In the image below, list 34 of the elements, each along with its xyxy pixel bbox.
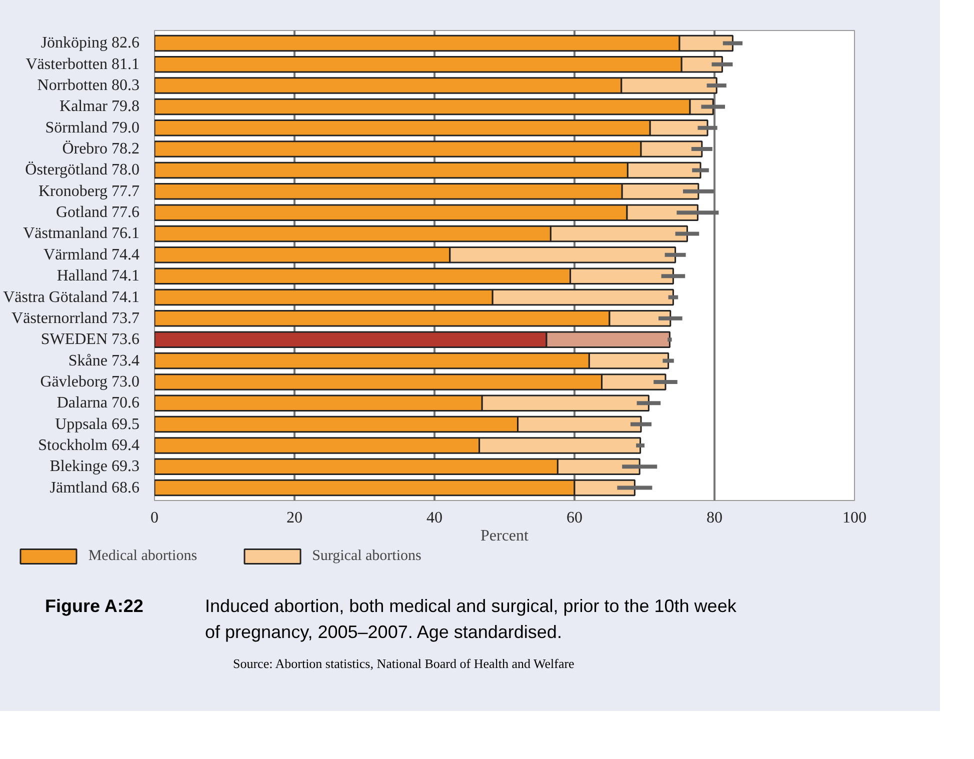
legend-label: Medical abortions <box>88 548 198 564</box>
category-label: Västmanland 76.1 <box>23 225 140 242</box>
x-tick-label: 20 <box>286 510 302 526</box>
text: Induced abortion, both medical and surgical, prior to the 10th week of pregnancy, 2005–2007. Age standardised. <box>205 595 738 644</box>
category-label: SWEDEN 73.6 <box>40 331 140 348</box>
category-label: Västernorrland 73.7 <box>12 310 140 327</box>
x-tick-label: 40 <box>426 510 442 526</box>
category-label: Gotland 77.6 <box>56 204 140 222</box>
x-tick-label: 100 <box>842 510 866 526</box>
category-label: Uppsala 69.5 <box>55 416 140 433</box>
category-label: Västerbotten 81.1 <box>26 56 140 73</box>
category-label: Kronoberg 77.7 <box>38 182 140 200</box>
text: Figure A:22 <box>45 595 144 618</box>
x-tick-label: 0 <box>150 510 158 526</box>
category-label: Sörmland 79.0 <box>45 119 140 136</box>
category-label: Örebro 78.2 <box>62 140 140 158</box>
x-axis-title: Percent <box>480 528 530 544</box>
category-label: Blekinge 69.3 <box>50 458 140 476</box>
category-label: Västra Götaland 74.1 <box>3 288 140 306</box>
x-tick-label: 60 <box>566 510 582 526</box>
category-label: Jönköping 82.6 <box>40 34 140 52</box>
category-label: Stockholm 69.4 <box>38 436 140 454</box>
category-label: Jämtland 68.6 <box>50 479 140 496</box>
category-label: Kalmar 79.8 <box>60 98 140 116</box>
category-label: Dalarna 70.6 <box>56 394 140 412</box>
category-label: Halland 74.1 <box>56 268 140 285</box>
category-label: Skåne 73.4 <box>68 352 140 370</box>
category-label: Norrbotten 80.3 <box>37 77 140 94</box>
legend-label: Surgical abortions <box>312 548 422 564</box>
category-label: Gävleborg 73.0 <box>40 373 140 390</box>
category-label: Värmland 74.4 <box>44 246 140 264</box>
x-tick-label: 80 <box>706 510 722 526</box>
category-label: Östergötland 78.0 <box>25 162 140 179</box>
source-note: Source: Abortion statistics, National Board of Health and Welfare <box>232 655 576 674</box>
